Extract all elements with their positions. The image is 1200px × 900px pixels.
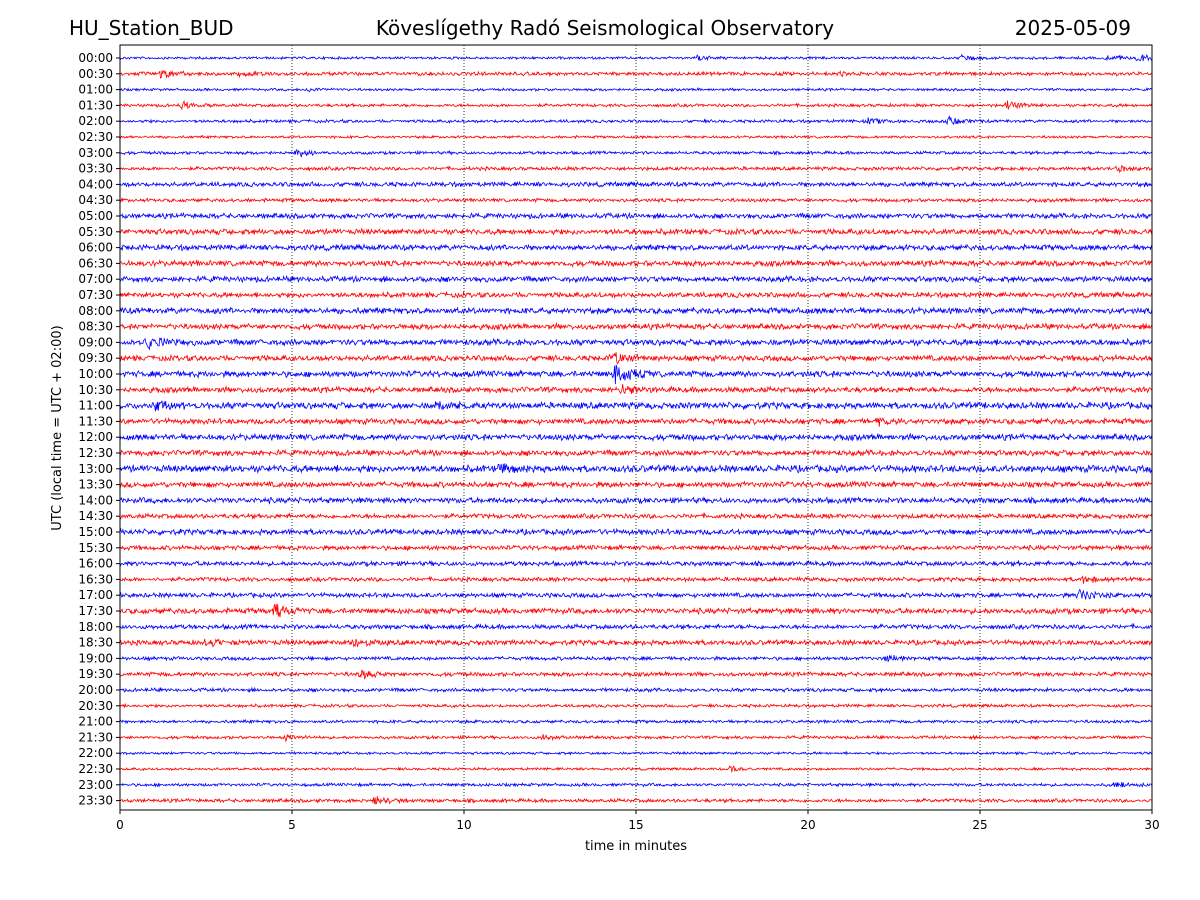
- trace-2230: [119, 765, 1153, 774]
- y-tick-label: 21:00: [78, 715, 113, 729]
- trace-0130: [119, 100, 1153, 111]
- y-tick-label: 00:00: [78, 51, 113, 65]
- x-tick-label: 30: [1144, 818, 1159, 832]
- trace-0100: [119, 87, 1153, 93]
- y-tick-label: 16:30: [78, 572, 113, 586]
- y-tick-label: 00:30: [78, 67, 113, 81]
- y-tick-label: 05:00: [78, 209, 113, 223]
- trace-0230: [119, 134, 1152, 140]
- y-tick-label: 19:30: [78, 667, 113, 681]
- trace-0030: [119, 70, 1153, 79]
- trace-2330: [119, 796, 1152, 805]
- trace-1830: [119, 638, 1153, 648]
- y-tick-label: 17:30: [78, 604, 113, 618]
- y-tick-label: 17:00: [78, 588, 113, 602]
- x-tick-label: 15: [628, 818, 643, 832]
- y-tick-label: 03:30: [78, 162, 113, 176]
- x-axis-label: time in minutes: [585, 839, 687, 854]
- y-tick-label: 14:30: [78, 509, 113, 523]
- y-tick-label: 23:00: [78, 778, 113, 792]
- x-axis-ticks: 0 5 10 15 20 25 30: [116, 810, 1160, 832]
- trace-0830: [119, 321, 1153, 332]
- y-tick-label: 02:30: [78, 130, 113, 144]
- y-tick-label: 09:30: [78, 351, 113, 365]
- trace-1930: [119, 669, 1153, 680]
- trace-1130: [119, 416, 1153, 427]
- y-tick-label: 19:00: [78, 651, 113, 665]
- y-tick-label: 16:00: [78, 557, 113, 571]
- trace-0530: [119, 227, 1153, 236]
- y-tick-label: 06:00: [78, 241, 113, 255]
- trace-2000: [119, 686, 1153, 694]
- y-tick-label: 03:00: [78, 146, 113, 160]
- observatory-title: Köveslígethy Radó Seismological Observat…: [376, 16, 834, 40]
- y-tick-label: 15:30: [78, 541, 113, 555]
- y-tick-label: 21:30: [78, 730, 113, 744]
- y-tick-label: 22:00: [78, 746, 113, 760]
- y-tick-label: 04:30: [78, 193, 113, 207]
- y-tick-label: 12:30: [78, 446, 113, 460]
- y-tick-label: 18:30: [78, 636, 113, 650]
- y-tick-label: 02:00: [78, 114, 113, 128]
- trace-0300: [119, 149, 1153, 158]
- trace-1600: [119, 559, 1153, 568]
- y-tick-label: 09:00: [78, 335, 113, 349]
- date-title: 2025-05-09: [1015, 16, 1131, 40]
- y-tick-label: 11:30: [78, 414, 113, 428]
- y-tick-label: 10:30: [78, 383, 113, 397]
- y-tick-label: 08:30: [78, 320, 113, 334]
- station-title: HU_Station_BUD: [69, 16, 234, 40]
- x-tick-label: 5: [288, 818, 296, 832]
- y-axis-label: UTC (local time = UTC + 02:00): [50, 325, 65, 530]
- y-tick-label: 01:00: [78, 83, 113, 97]
- trace-0900: [119, 337, 1153, 351]
- y-tick-label: 08:00: [78, 304, 113, 318]
- x-tick-label: 20: [800, 818, 815, 832]
- y-tick-label: 23:30: [78, 794, 113, 808]
- y-tick-label: 11:00: [78, 399, 113, 413]
- trace-1030: [119, 384, 1153, 395]
- y-tick-label: 15:00: [78, 525, 113, 539]
- y-tick-label: 07:00: [78, 272, 113, 286]
- y-tick-label: 10:00: [78, 367, 113, 381]
- y-tick-label: 04:00: [78, 177, 113, 191]
- y-tick-label: 07:30: [78, 288, 113, 302]
- y-tick-label: 20:30: [78, 699, 113, 713]
- x-gridlines: [291, 45, 981, 810]
- x-tick-label: 0: [116, 818, 124, 832]
- y-tick-label: 01:30: [78, 98, 113, 112]
- trace-0800: [119, 306, 1153, 315]
- y-tick-label: 06:30: [78, 256, 113, 270]
- y-tick-label: 22:30: [78, 762, 113, 776]
- y-tick-label: 12:00: [78, 430, 113, 444]
- x-tick-label: 10: [456, 818, 471, 832]
- trace-1200: [119, 432, 1153, 443]
- y-tick-label: 13:30: [78, 478, 113, 492]
- y-tick-label: 05:30: [78, 225, 113, 239]
- trace-0630: [119, 258, 1153, 269]
- x-tick-label: 25: [972, 818, 987, 832]
- plot-frame: [119, 44, 1153, 811]
- y-tick-label: 14:00: [78, 493, 113, 507]
- trace-1800: [119, 622, 1153, 631]
- y-tick-label: 20:00: [78, 683, 113, 697]
- y-tick-label: 13:00: [78, 462, 113, 476]
- trace-0200: [119, 115, 1153, 126]
- y-tick-label: 18:00: [78, 620, 113, 634]
